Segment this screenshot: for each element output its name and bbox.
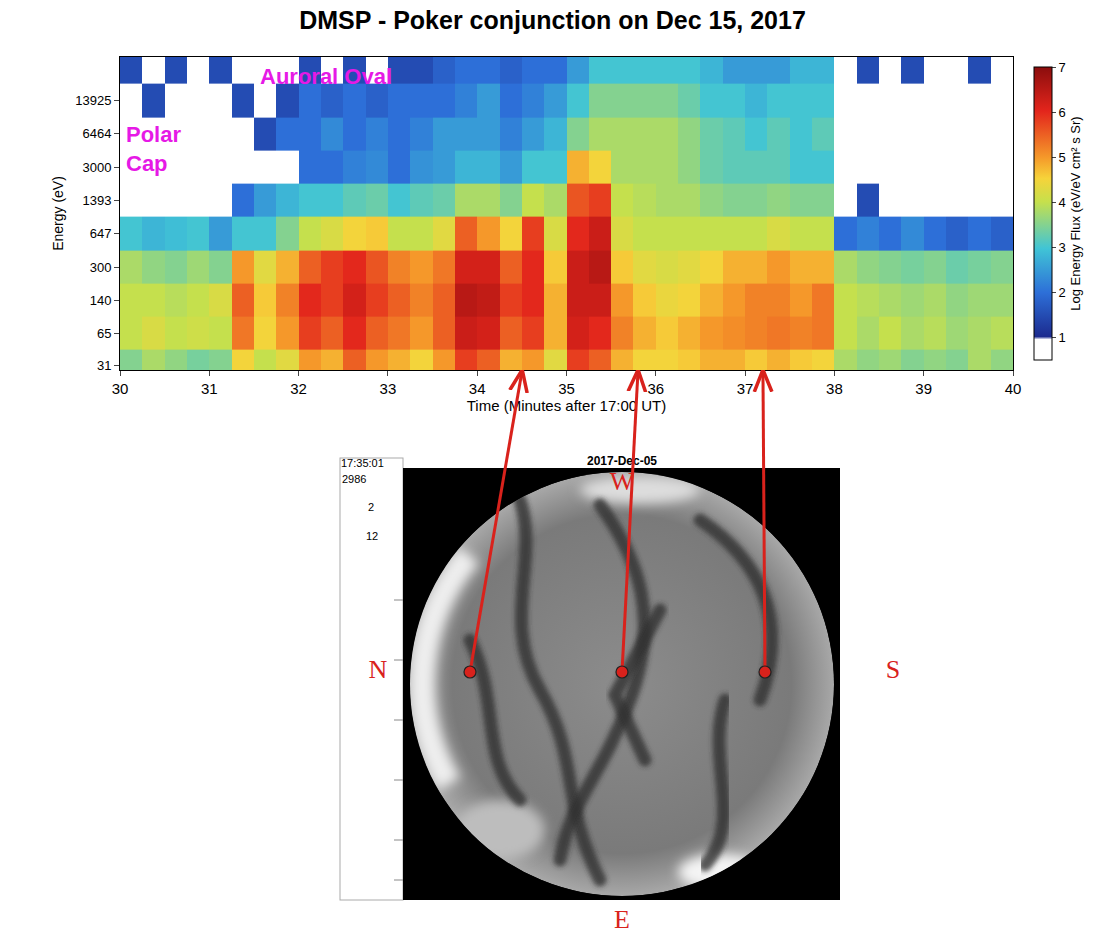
svg-text:3000: 3000 <box>82 160 111 175</box>
svg-text:W: W <box>610 467 635 496</box>
svg-text:40: 40 <box>1005 380 1022 397</box>
svg-text:36: 36 <box>647 380 664 397</box>
svg-text:647: 647 <box>90 226 112 241</box>
svg-text:39: 39 <box>915 380 932 397</box>
svg-text:Auroral Oval: Auroral Oval <box>260 64 392 89</box>
svg-text:Log Energy Flux (eV/eV cm² s S: Log Energy Flux (eV/eV cm² s Sr) <box>1068 116 1083 310</box>
svg-text:37: 37 <box>737 380 754 397</box>
svg-text:2: 2 <box>368 501 374 513</box>
svg-text:35: 35 <box>558 380 575 397</box>
svg-text:5: 5 <box>1059 150 1066 165</box>
svg-text:33: 33 <box>380 380 397 397</box>
svg-text:2017-Dec-05: 2017-Dec-05 <box>587 454 657 469</box>
svg-text:2986: 2986 <box>342 473 366 485</box>
svg-text:1393: 1393 <box>82 193 111 208</box>
svg-text:3: 3 <box>1059 240 1066 255</box>
svg-text:N: N <box>369 655 388 684</box>
svg-text:S: S <box>886 655 900 684</box>
svg-text:6464: 6464 <box>82 126 111 141</box>
svg-text:30: 30 <box>112 380 129 397</box>
svg-text:31: 31 <box>97 358 111 373</box>
svg-text:Time (Minutes after 17:00 UT): Time (Minutes after 17:00 UT) <box>467 397 667 414</box>
svg-text:34: 34 <box>469 380 486 397</box>
svg-text:2: 2 <box>1059 285 1066 300</box>
svg-text:6: 6 <box>1059 105 1066 120</box>
svg-text:4: 4 <box>1059 195 1066 210</box>
svg-text:17:35:01: 17:35:01 <box>341 457 384 469</box>
svg-text:PolarCap: PolarCap <box>126 122 181 176</box>
svg-text:300: 300 <box>90 260 112 275</box>
svg-text:38: 38 <box>826 380 843 397</box>
svg-text:140: 140 <box>90 293 112 308</box>
svg-text:E: E <box>614 905 630 934</box>
svg-text:13925: 13925 <box>75 93 111 108</box>
html-text:DMSP - Poker conjunction on De: DMSP - Poker conjunction on Dec 15, 2017 <box>299 6 806 34</box>
svg-text:31: 31 <box>201 380 218 397</box>
svg-text:32: 32 <box>290 380 307 397</box>
svg-text:7: 7 <box>1059 60 1066 75</box>
svg-text:1: 1 <box>1059 330 1066 345</box>
svg-text:65: 65 <box>97 326 111 341</box>
svg-text:Energy (eV): Energy (eV) <box>50 176 66 251</box>
svg-text:12: 12 <box>366 530 378 542</box>
